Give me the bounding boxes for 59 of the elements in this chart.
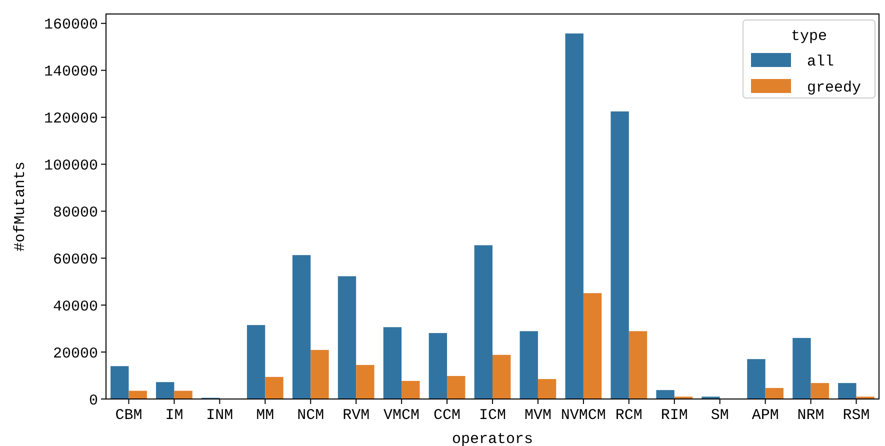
bar [428, 333, 448, 399]
legend-label: all [807, 53, 834, 70]
bar [792, 338, 811, 399]
x-tick-label: RCM [615, 407, 642, 424]
y-tick-label: 100000 [44, 157, 98, 174]
y-tick-label: 140000 [44, 64, 98, 81]
bar [628, 331, 648, 399]
x-tick-label: RSM [842, 407, 870, 424]
x-tick-label: ICM [478, 407, 506, 424]
bar [447, 376, 466, 399]
x-tick-label: RVM [342, 407, 370, 424]
y-tick-label: 0 [88, 392, 98, 410]
bar [838, 383, 856, 399]
y-axis-title: #ofMutants [12, 161, 29, 252]
x-tick-label: IM [165, 407, 184, 424]
x-tick-label: NRM [797, 407, 824, 424]
y-tick-label: 160000 [44, 16, 98, 34]
x-tick-label: NCM [297, 407, 324, 424]
y-tick-label: 120000 [44, 110, 98, 128]
bar [128, 390, 147, 399]
bar [265, 376, 284, 399]
bar [246, 325, 266, 399]
x-tick-label: INM [206, 407, 234, 424]
y-tick-label: 40000 [52, 298, 98, 316]
x-tick-label: CBM [115, 407, 142, 424]
legend-title: type [790, 28, 828, 45]
y-tick-label: 60000 [52, 251, 98, 268]
x-axis-title: operators [452, 431, 534, 446]
x-tick-label: RIM [660, 407, 688, 424]
bar [174, 390, 192, 399]
bar [810, 383, 829, 399]
bar [402, 380, 420, 399]
bar [492, 354, 511, 399]
bar [538, 379, 556, 399]
bar [583, 293, 602, 399]
y-tick-label: 20000 [52, 345, 98, 362]
bar [156, 382, 174, 399]
x-tick-label: CCM [434, 407, 461, 424]
x-tick-label: SM [710, 407, 729, 424]
bar [765, 388, 784, 399]
bar [474, 245, 492, 399]
x-tick-label: MVM [524, 407, 552, 424]
bar [383, 327, 402, 399]
bar [520, 331, 538, 399]
bar [110, 366, 129, 399]
x-tick-label: APM [752, 407, 779, 424]
bar [310, 350, 329, 399]
bar [747, 359, 766, 399]
bar [656, 390, 674, 399]
legend-label: greedy [807, 79, 862, 96]
x-tick-label: MM [256, 407, 274, 424]
x-tick-label: VMCM [384, 407, 420, 424]
bar [292, 255, 311, 399]
bar [610, 111, 629, 399]
x-tick-label: NVMCM [560, 407, 606, 424]
bar [565, 33, 584, 399]
bar [356, 364, 374, 399]
bar [338, 276, 356, 399]
y-tick-label: 80000 [52, 204, 98, 222]
